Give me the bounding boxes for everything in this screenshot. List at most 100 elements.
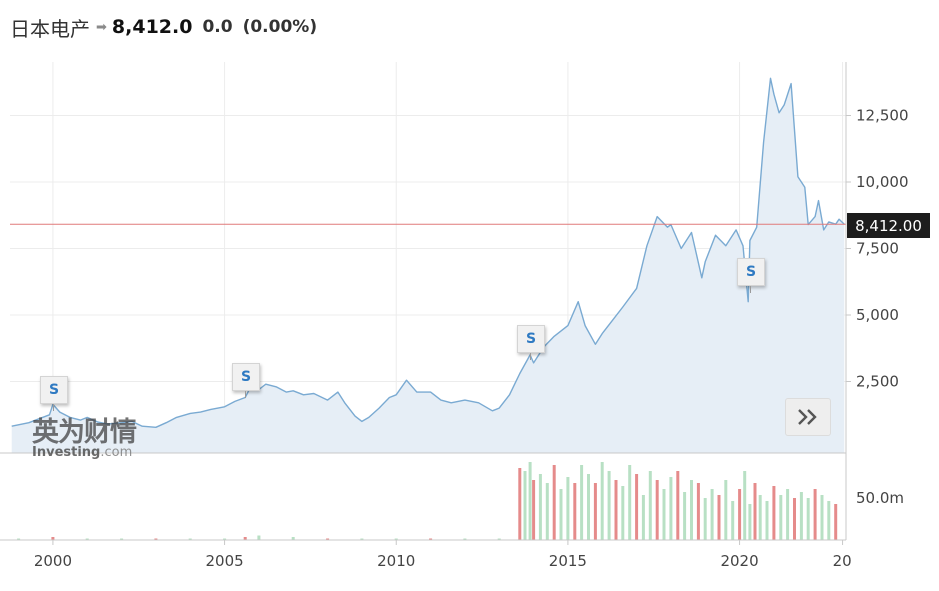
x-tick-label: 2000 [34,552,72,570]
volume-bar [587,474,590,540]
chart-axes: 50.0m [0,62,904,541]
investing-watermark-logo: 英为财情 Investing.com [32,417,137,460]
volume-bar [552,465,556,540]
price-line [11,77,845,428]
volume-bar [786,489,790,540]
volume-bar [573,483,577,540]
price-area-fill [11,78,845,454]
volume-bar [662,489,666,540]
volume-bars [17,462,838,540]
x-axis-ticks: 2000 2005 2010 2015 2020 20 [34,540,852,570]
volume-bar [820,495,824,540]
stock-name[interactable]: 日本电产 [10,16,90,41]
volume-bar [799,492,803,540]
volume-bar [360,538,364,540]
scroll-right-button[interactable] [785,398,831,436]
volume-bar [120,538,124,540]
volume-bar [243,537,247,540]
x-tick-label: 2020 [720,552,758,570]
volume-bar [710,489,714,540]
y-tick-label: 7,500 [856,240,899,258]
volume-bar [628,465,632,540]
split-marker-icon[interactable]: S [517,325,545,360]
volume-bar [738,489,742,540]
price-area [10,77,846,454]
volume-bar [621,486,625,540]
volume-bar [614,480,618,540]
y-tick-label: 2,500 [856,373,899,391]
price-change-percent: (0.00%) [242,17,318,37]
volume-bar [593,483,597,540]
volume-bar [257,535,261,540]
volume-bar [834,504,838,540]
volume-bar [463,538,467,540]
volume-bar [806,498,810,540]
watermark-en: Investing.com [32,446,136,459]
y-axis-ticks: 2,500 5,000 7,500 10,000 12,500 [846,107,909,391]
volume-bar [51,537,55,540]
volume-bar [538,474,542,540]
volume-bar [641,495,645,540]
volume-bar [545,483,549,540]
volume-bar [559,489,563,540]
y-tick-label: 5,000 [856,306,899,324]
y-tick-label: 10,000 [856,173,909,191]
volume-bar [600,462,604,540]
x-tick-label: 2005 [205,552,243,570]
watermark-cn: 英为财情 [32,417,137,448]
volume-bar [291,537,295,540]
quote-header: 日本电产 ➡ 8,412.0 0.0 (0.00%) [10,12,317,42]
volume-bar [683,492,687,540]
volume-bar [532,480,536,540]
volume-bar [154,538,158,540]
price-change: 0.0 [202,17,233,37]
volume-bar [827,501,831,540]
y-tick-label: 12,500 [856,107,909,125]
volume-bar [772,486,776,540]
volume-bar [326,538,330,540]
volume-bar [566,477,570,540]
volume-bar [497,538,501,540]
volume-bar [635,474,639,540]
volume-axis-label: 50.0m [856,489,904,507]
volume-bar [758,495,762,540]
volume-bar [648,471,652,540]
volume-bar [528,462,532,540]
x-tick-label: 20 [833,552,852,570]
volume-bar [429,538,433,540]
split-marker-icon[interactable]: S [232,363,260,398]
volume-bar [743,471,747,540]
volume-bar [580,465,584,540]
volume-bar [717,495,721,540]
current-price-tag: 8,412.00 [847,213,930,238]
volume-bar [724,480,728,540]
x-tick-label: 2010 [377,552,415,570]
volume-bar [703,498,707,540]
volume-bar [696,483,700,540]
watermark-en-suffix: .com [100,445,133,460]
volume-bar [669,477,673,540]
volume-bar [223,538,227,540]
volume-bar [394,538,398,540]
volume-bar [731,501,735,540]
volume-bar [676,471,680,540]
double-chevron-right-icon [798,409,817,425]
volume-bar [690,480,693,540]
volume-bar [17,538,21,540]
volume-bar [793,498,796,540]
volume-bar [85,538,89,540]
volume-bar [188,538,192,540]
volume-bar [518,468,522,540]
split-marker-icon[interactable]: S [40,376,68,411]
volume-bar [748,504,752,540]
watermark-en-main: Investing [32,445,101,460]
volume-bar [655,480,659,540]
volume-bar [607,471,611,540]
volume-bar [779,495,783,540]
volume-bar [523,471,527,540]
arrow-right-icon: ➡ [96,19,107,35]
volume-bar [765,501,769,540]
volume-bar [753,483,757,540]
split-marker-icon[interactable]: S [737,258,765,293]
